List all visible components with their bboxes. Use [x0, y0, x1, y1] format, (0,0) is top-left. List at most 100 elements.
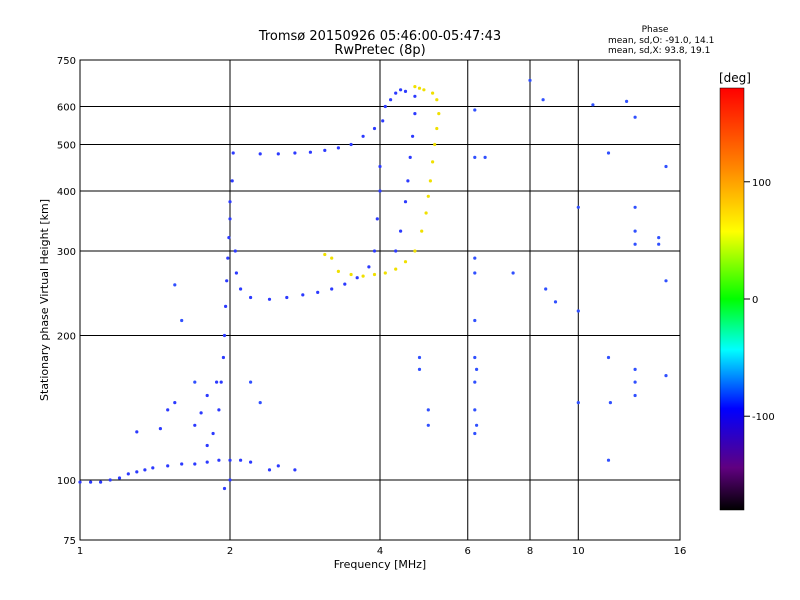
data-point: [403, 260, 408, 264]
data-point: [528, 78, 532, 82]
data-point: [173, 283, 177, 287]
data-point: [285, 295, 289, 300]
data-point: [308, 150, 312, 154]
data-point: [413, 249, 417, 253]
data-point: [258, 401, 262, 405]
data-point: [217, 458, 221, 462]
data-point: [394, 91, 398, 95]
data-point: [301, 293, 305, 297]
data-point: [199, 411, 203, 415]
data-point: [193, 380, 197, 384]
data-point: [355, 276, 359, 280]
x-tick-label: 10: [572, 546, 585, 557]
data-point: [349, 142, 353, 147]
data-point: [323, 148, 327, 152]
data-point: [413, 85, 417, 89]
data-point: [225, 279, 229, 283]
data-point: [633, 115, 637, 119]
data-point: [211, 431, 215, 436]
data-point: [399, 88, 403, 92]
data-point: [227, 236, 231, 240]
data-point: [606, 355, 611, 360]
data-point: [475, 367, 479, 371]
colorbar-tick-label: 0: [752, 295, 758, 306]
colorbar-tick-label: 100: [752, 178, 771, 189]
data-point: [576, 309, 580, 313]
data-point: [378, 189, 382, 193]
data-point: [426, 194, 430, 198]
data-point: [473, 355, 477, 360]
colorbar: [deg] 100 0 -100: [719, 71, 775, 511]
data-point: [173, 401, 177, 405]
data-point: [158, 427, 162, 431]
y-axis-label: Stationary phase Virtual Height [km]: [38, 199, 51, 401]
data-point: [394, 267, 398, 271]
data-point: [180, 318, 184, 323]
data-point: [399, 229, 403, 233]
data-point: [406, 179, 410, 183]
data-point: [293, 151, 297, 155]
data-point: [151, 466, 155, 470]
data-point: [576, 401, 580, 405]
data-point: [403, 89, 408, 93]
data-point: [389, 98, 393, 102]
data-point: [228, 200, 232, 204]
x-tick-label: 2: [227, 546, 233, 557]
data-point: [633, 242, 637, 246]
data-point: [606, 458, 611, 462]
y-tick-label: 300: [57, 247, 76, 258]
data-point: [473, 408, 477, 412]
y-axis-ticks: 75 100 200 300 400 500 600 750: [57, 56, 76, 547]
data-point: [222, 486, 227, 491]
data-point: [606, 151, 611, 155]
data-point: [473, 318, 477, 323]
data-point: [205, 443, 209, 448]
y-tick-label: 75: [63, 536, 76, 547]
data-point: [267, 468, 272, 472]
data-point: [381, 119, 385, 123]
data-point: [234, 271, 238, 275]
colorbar-tick-label: -100: [752, 412, 775, 423]
data-point: [473, 380, 477, 384]
data-point: [343, 282, 347, 286]
data-point: [424, 211, 428, 215]
colorbar-label: [deg]: [719, 71, 751, 85]
data-point: [166, 464, 170, 468]
data-point: [435, 126, 439, 131]
data-point: [383, 104, 387, 109]
data-point: [420, 229, 424, 233]
data-point: [349, 272, 353, 277]
data-point: [544, 287, 548, 291]
grid-lines: [80, 60, 680, 540]
data-point: [378, 164, 382, 169]
data-point: [135, 430, 139, 434]
data-point: [215, 380, 219, 384]
y-tick-label: 600: [57, 103, 76, 114]
data-point: [435, 98, 439, 102]
data-point: [249, 460, 253, 464]
data-point: [224, 304, 228, 308]
data-point: [657, 236, 661, 240]
y-tick-label: 500: [57, 141, 76, 152]
data-point: [239, 458, 243, 462]
data-point: [657, 242, 661, 246]
data-point: [193, 462, 197, 466]
data-point: [576, 205, 580, 209]
data-point: [276, 152, 280, 156]
data-point: [417, 86, 422, 90]
colorbar-gradient: [719, 87, 745, 511]
data-point: [323, 252, 327, 257]
data-point: [633, 205, 637, 209]
data-point: [375, 217, 379, 221]
data-point: [383, 271, 387, 275]
data-point: [664, 279, 668, 283]
data-point: [99, 480, 103, 484]
data-point: [591, 103, 595, 107]
phase-heading: Phase: [642, 25, 669, 35]
data-point: [228, 458, 232, 462]
data-point: [89, 480, 93, 484]
data-point: [166, 408, 170, 412]
data-point: [428, 179, 432, 183]
x-tick-label: 4: [377, 546, 383, 557]
data-point: [473, 271, 477, 275]
